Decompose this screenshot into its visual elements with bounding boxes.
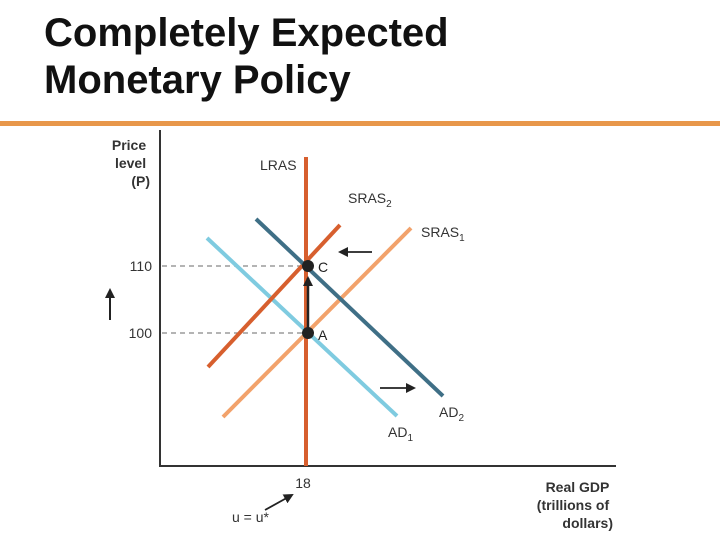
sras2-curve <box>206 223 342 369</box>
title-divider <box>0 121 720 126</box>
x-axis-title-line-2: (trillions of <box>537 497 610 513</box>
x-axis-title-line-1: Real GDP <box>546 479 610 495</box>
slide-title: Completely Expected Monetary Policy <box>44 10 449 104</box>
y-tick-label-100: 100 <box>129 325 153 341</box>
natural-rate-arrow <box>264 494 294 511</box>
ad1-curve <box>205 236 399 418</box>
y-axis-title-line-1: Price <box>112 137 146 153</box>
lras-label: LRAS <box>260 157 297 173</box>
sras1-curve <box>221 226 413 419</box>
sras2-label: SRAS2 <box>348 190 392 210</box>
y-axis-title: Price level (P) <box>112 137 150 189</box>
point-a-label: A <box>318 327 328 343</box>
ad2-label: AD2 <box>439 404 464 424</box>
slide-title-line-1: Completely Expected <box>44 11 449 55</box>
point-c <box>302 260 314 272</box>
x-tick-label-18: 18 <box>295 475 311 491</box>
y-axis-title-line-3: (P) <box>131 173 150 189</box>
natural-unemployment-label: u = u* <box>232 509 270 525</box>
point-c-label: C <box>318 259 328 275</box>
x-axis-title: Real GDP (trillions of dollars) <box>537 479 613 531</box>
ad2-curve <box>254 217 445 398</box>
x-axis-title-line-3: dollars) <box>562 515 613 531</box>
slide-title-line-2: Monetary Policy <box>44 58 351 102</box>
ad1-label: AD1 <box>388 424 413 444</box>
y-axis-title-line-2: level <box>115 155 146 171</box>
y-tick-label-110: 110 <box>130 258 153 274</box>
point-a <box>302 327 314 339</box>
sras1-label: SRAS1 <box>421 224 465 244</box>
